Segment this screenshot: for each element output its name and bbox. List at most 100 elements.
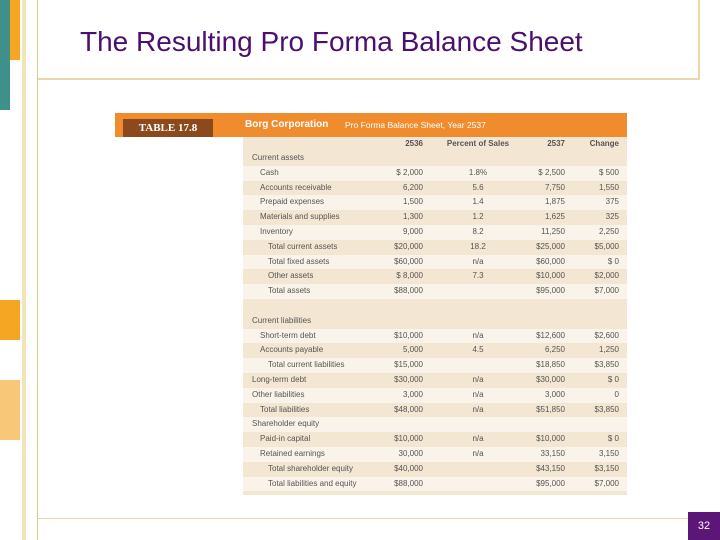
cell: 3,000 bbox=[544, 389, 565, 399]
cell: $3,850 bbox=[594, 360, 619, 370]
row-stripe bbox=[243, 195, 627, 211]
row-stripe bbox=[243, 225, 627, 240]
cell: $7,000 bbox=[594, 286, 619, 296]
cell: 33,150 bbox=[540, 449, 565, 458]
row-label: Current assets bbox=[252, 153, 305, 162]
page-number: 32 bbox=[688, 512, 720, 540]
cell: 5,000 bbox=[402, 345, 423, 355]
row-label: Cash bbox=[260, 167, 279, 177]
cell: 1,300 bbox=[402, 212, 423, 222]
cell: $ 0 bbox=[607, 375, 619, 384]
cell: 1.2 bbox=[472, 212, 484, 222]
cell: 3,000 bbox=[402, 389, 423, 399]
row-label: Total current liabilities bbox=[268, 360, 345, 370]
row-label: Total liabilities and equity bbox=[268, 478, 357, 488]
company: Borg Corporation bbox=[245, 119, 329, 130]
cell: $95,000 bbox=[536, 478, 565, 488]
cell: $40,000 bbox=[394, 463, 423, 473]
row-label: Other liabilities bbox=[252, 389, 305, 399]
cell: $5,000 bbox=[594, 241, 619, 251]
decor bbox=[22, 0, 26, 540]
cell: $48,000 bbox=[394, 404, 423, 414]
row-stripe bbox=[243, 254, 627, 270]
cell: 3,150 bbox=[598, 449, 619, 458]
cell: 8.2 bbox=[472, 227, 484, 236]
decor bbox=[698, 0, 700, 78]
cell: $15,000 bbox=[394, 360, 423, 370]
cell: $ 0 bbox=[607, 256, 619, 266]
cell: 6,200 bbox=[402, 182, 423, 192]
row-label: Accounts payable bbox=[260, 345, 324, 355]
decor bbox=[0, 0, 10, 110]
cell: 375 bbox=[605, 197, 619, 207]
cell: $10,000 bbox=[394, 330, 423, 340]
cell: $18,850 bbox=[536, 360, 565, 370]
row-label: Paid-in capital bbox=[260, 434, 311, 444]
cell: 1.4 bbox=[472, 197, 484, 207]
row-label: Other assets bbox=[268, 271, 314, 281]
row-label: Total liabilities bbox=[260, 404, 310, 414]
cell: n/a bbox=[472, 404, 484, 414]
cell: 1,250 bbox=[598, 345, 619, 355]
cell: $10,000 bbox=[536, 271, 565, 281]
cell: $10,000 bbox=[536, 434, 565, 444]
cell: $2,600 bbox=[594, 330, 619, 340]
cell: n/a bbox=[472, 330, 484, 340]
row-label: Accounts receivable bbox=[260, 182, 332, 192]
row-label: Total current assets bbox=[268, 241, 338, 251]
decor bbox=[37, 0, 38, 540]
row-stripe bbox=[243, 358, 627, 373]
row-label: Total shareholder equity bbox=[268, 463, 353, 473]
cell: 1,625 bbox=[544, 212, 565, 222]
table-caption: Pro Forma Balance Sheet, Year 2537 bbox=[345, 120, 486, 130]
cell: 1,875 bbox=[544, 197, 565, 207]
cell: $30,000 bbox=[536, 375, 565, 384]
row-stripe bbox=[243, 476, 627, 492]
cell: $12,600 bbox=[536, 330, 565, 340]
cell: 1,500 bbox=[402, 197, 423, 207]
cell: $ 0 bbox=[607, 434, 619, 444]
cell: $10,000 bbox=[394, 434, 423, 444]
row-stripe bbox=[243, 387, 627, 403]
row-stripe bbox=[243, 284, 627, 299]
cell: $88,000 bbox=[394, 478, 423, 488]
row-stripe bbox=[243, 165, 627, 181]
cell: 7,750 bbox=[544, 182, 565, 192]
column-header: 2537 bbox=[547, 139, 565, 148]
cell: $60,000 bbox=[536, 256, 565, 266]
cell: $ 2,500 bbox=[538, 167, 565, 177]
row-label: Materials and supplies bbox=[260, 212, 340, 222]
row-label: Short-term debt bbox=[260, 330, 316, 340]
cell: $3,850 bbox=[594, 404, 619, 414]
decor bbox=[10, 0, 20, 60]
cell: 325 bbox=[605, 212, 619, 222]
cell: 0 bbox=[614, 389, 619, 399]
row-label: Retained earnings bbox=[260, 449, 325, 458]
cell: n/a bbox=[472, 434, 484, 444]
row-label: Current liabilities bbox=[252, 315, 312, 325]
cell: 30,000 bbox=[398, 449, 423, 458]
cell: 7.3 bbox=[472, 271, 484, 281]
cell: $2,000 bbox=[594, 271, 619, 281]
row-stripe bbox=[243, 417, 627, 433]
cell: $25,000 bbox=[536, 241, 565, 251]
row-label: Total fixed assets bbox=[268, 256, 330, 266]
cell: $60,000 bbox=[394, 256, 423, 266]
cell: 4.5 bbox=[472, 345, 484, 355]
decor bbox=[0, 300, 20, 340]
decor bbox=[0, 380, 20, 440]
column-header: Change bbox=[589, 139, 619, 148]
cell: 5.6 bbox=[472, 182, 484, 192]
cell: 6,250 bbox=[544, 345, 565, 355]
cell: 2,250 bbox=[598, 227, 619, 236]
column-header: Percent of Sales bbox=[446, 139, 510, 148]
cell: 11,250 bbox=[541, 227, 565, 236]
row-stripe bbox=[243, 447, 627, 462]
cell: $ 500 bbox=[598, 167, 619, 177]
cell: $88,000 bbox=[394, 286, 423, 296]
row-label: Inventory bbox=[260, 227, 293, 236]
cell: $30,000 bbox=[394, 375, 423, 384]
row-label: Prepaid expenses bbox=[260, 197, 325, 207]
cell: $ 2,000 bbox=[396, 167, 423, 177]
